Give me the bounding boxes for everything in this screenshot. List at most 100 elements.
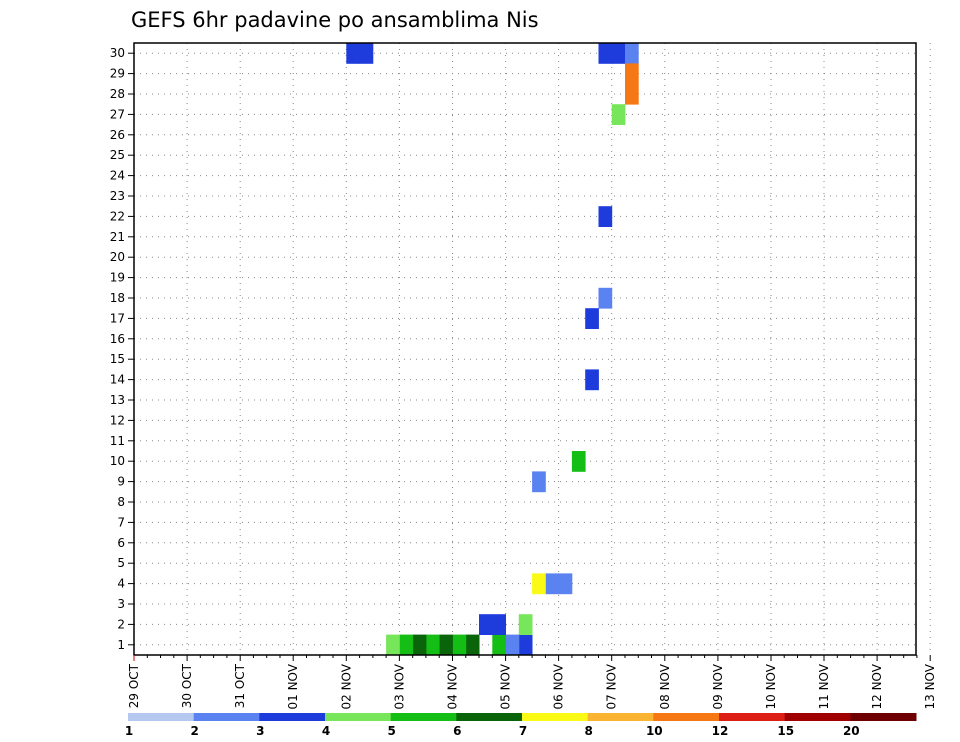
plot-frame bbox=[133, 42, 917, 656]
y-tick-label: 1 bbox=[117, 638, 125, 652]
plot-background bbox=[134, 43, 916, 655]
legend-label: 6 bbox=[453, 724, 461, 738]
y-tick-label: 12 bbox=[110, 413, 125, 427]
y-tick-label: 7 bbox=[117, 515, 125, 529]
precip-cell bbox=[625, 63, 639, 85]
legend-label: 12 bbox=[712, 724, 729, 738]
precip-cell bbox=[425, 634, 440, 656]
precip-cell bbox=[439, 634, 453, 656]
legend-swatch bbox=[784, 713, 851, 721]
x-tick-label: 09 NOV bbox=[711, 663, 725, 709]
precip-cell bbox=[571, 451, 586, 472]
y-tick-label: 3 bbox=[117, 597, 125, 611]
y-axis: 1234567891011121314151617181920212223242… bbox=[110, 46, 134, 652]
y-tick-label: 18 bbox=[110, 291, 125, 305]
precip-cell bbox=[625, 83, 639, 105]
y-tick-label: 8 bbox=[117, 495, 125, 509]
y-tick-label: 27 bbox=[110, 107, 125, 121]
legend-label: 7 bbox=[519, 724, 527, 738]
x-tick-label: 03 NOV bbox=[392, 663, 406, 709]
precip-cell bbox=[518, 614, 533, 635]
legend-swatch bbox=[522, 713, 589, 721]
precip-cell bbox=[386, 634, 400, 656]
precip-cell bbox=[465, 634, 480, 656]
x-tick-label: 04 NOV bbox=[446, 663, 460, 709]
chart-title: GEFS 6hr padavine po ansamblima Nis bbox=[131, 8, 539, 32]
precip-cell bbox=[611, 104, 626, 125]
precip-cell bbox=[532, 573, 546, 595]
precip-cell bbox=[518, 634, 533, 656]
precip-cell bbox=[598, 43, 613, 64]
x-axis: 29 OCT 30 OCT 31 OCT 01 NOV 02 NOV 03 NOV 04 N… bbox=[127, 655, 937, 710]
precip-cell bbox=[346, 43, 360, 64]
legend-swatch bbox=[456, 713, 523, 721]
precip-cell bbox=[598, 206, 613, 227]
x-tick-label: 29 OCT bbox=[127, 663, 141, 708]
y-tick-label: 23 bbox=[110, 189, 125, 203]
x-tick-label: 11 NOV bbox=[817, 663, 831, 709]
y-tick-label: 9 bbox=[117, 475, 125, 489]
y-tick-label: 11 bbox=[110, 434, 125, 448]
y-tick-label: 16 bbox=[110, 332, 125, 346]
y-tick-label: 30 bbox=[110, 46, 125, 60]
y-tick-label: 19 bbox=[110, 271, 125, 285]
precip-cell bbox=[359, 43, 374, 64]
y-tick-label: 20 bbox=[110, 250, 125, 264]
legend-swatch bbox=[259, 713, 326, 721]
legend-swatch bbox=[193, 713, 260, 721]
precip-cell bbox=[545, 573, 560, 595]
legend-swatch bbox=[325, 713, 392, 721]
legend-label: 15 bbox=[777, 724, 794, 738]
legend-swatch bbox=[128, 713, 195, 721]
legend-label: 2 bbox=[191, 724, 199, 738]
y-tick-label: 28 bbox=[110, 87, 125, 101]
legend-label: 4 bbox=[322, 724, 330, 738]
precipitation-cells bbox=[346, 43, 639, 656]
colorbar-legend: 1 2 3 4 5 6 7 8 10 12 15 20 bbox=[125, 713, 917, 738]
plot-gridlines bbox=[134, 43, 931, 655]
precip-cell bbox=[558, 573, 573, 595]
y-tick-label: 4 bbox=[117, 577, 125, 591]
y-tick-label: 14 bbox=[110, 373, 125, 387]
precip-cell bbox=[585, 369, 599, 391]
legend-swatch bbox=[390, 713, 457, 721]
x-tick-label: 02 NOV bbox=[339, 663, 353, 709]
legend-label: 3 bbox=[256, 724, 264, 738]
precip-cell bbox=[585, 308, 599, 329]
y-tick-label: 15 bbox=[110, 352, 125, 366]
legend-label: 5 bbox=[388, 724, 396, 738]
y-tick-label: 25 bbox=[110, 148, 125, 162]
x-tick-label: 01 NOV bbox=[286, 663, 300, 709]
y-tick-label: 24 bbox=[110, 169, 125, 183]
x-tick-label: 10 NOV bbox=[764, 663, 778, 709]
precip-cell bbox=[625, 43, 639, 64]
precip-cell bbox=[412, 634, 427, 656]
legend-swatch bbox=[850, 713, 917, 721]
x-tick-label: 31 OCT bbox=[233, 663, 247, 708]
legend-swatch bbox=[719, 713, 786, 721]
legend-label: 8 bbox=[585, 724, 593, 738]
y-tick-label: 29 bbox=[110, 67, 125, 81]
legend-label: 10 bbox=[646, 724, 663, 738]
legend-swatch bbox=[587, 713, 654, 721]
precip-cell bbox=[492, 614, 506, 635]
x-tick-label: 30 OCT bbox=[180, 663, 194, 708]
y-tick-label: 21 bbox=[110, 230, 125, 244]
y-tick-label: 10 bbox=[110, 454, 125, 468]
x-tick-label: 13 NOV bbox=[923, 663, 937, 709]
precip-cell bbox=[611, 43, 626, 64]
x-tick-label: 05 NOV bbox=[499, 663, 513, 709]
y-tick-label: 22 bbox=[110, 209, 125, 223]
precip-cell bbox=[399, 634, 414, 656]
precip-cell bbox=[479, 614, 493, 635]
precip-cell bbox=[492, 634, 506, 656]
precip-cell bbox=[505, 634, 520, 656]
precip-cell bbox=[452, 634, 467, 656]
x-tick-label: 08 NOV bbox=[658, 663, 672, 709]
legend-label: 20 bbox=[843, 724, 860, 738]
y-tick-label: 13 bbox=[110, 393, 125, 407]
y-tick-label: 2 bbox=[117, 617, 125, 631]
x-tick-label: 07 NOV bbox=[605, 663, 619, 709]
precip-cell bbox=[598, 287, 613, 309]
